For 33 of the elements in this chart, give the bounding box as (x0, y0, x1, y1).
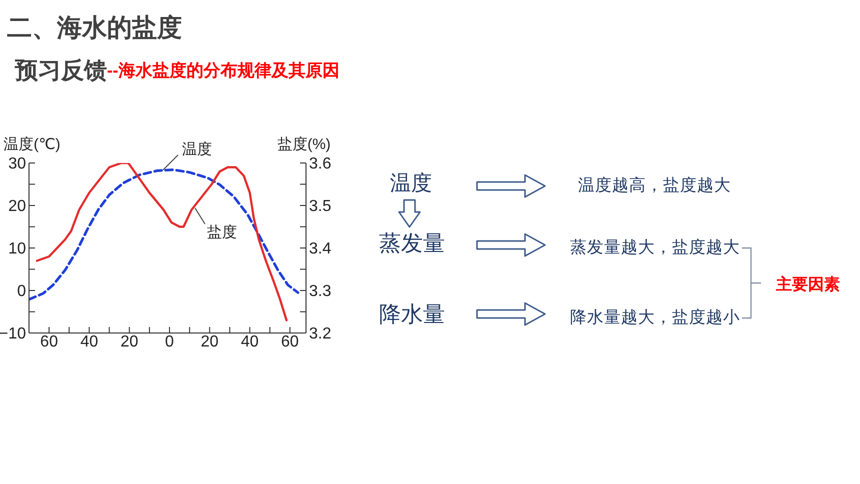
y2-tick-label: 3.3 (309, 283, 332, 300)
y2-axis-title: 盐度(%) (277, 136, 331, 153)
text: 蒸发量 (379, 230, 445, 256)
x-tick-label: 20 (200, 333, 219, 350)
y-tick-label: −10 (0, 326, 26, 343)
text: 降水量 (379, 302, 445, 326)
x-tick-label: 20 (120, 333, 138, 350)
y2-tick-label: 3.4 (309, 240, 332, 258)
line-series (29, 168, 300, 301)
y2-tick-label: 3.2 (309, 326, 332, 343)
chart-title: 二、海水的盐度 (7, 13, 182, 44)
series-label: 温度 (182, 141, 212, 158)
text: 降水量越大，盐度越小 (570, 308, 740, 326)
text: 蒸发量越大，盐度越大 (570, 238, 740, 256)
x-tick-label: 60 (40, 333, 58, 350)
y-tick-label: 30 (8, 156, 26, 173)
text: 温度 (390, 171, 432, 195)
y-tick-label: 20 (8, 198, 26, 216)
y2-tick-label: 3.5 (309, 198, 332, 216)
series-label: 盐度 (207, 224, 237, 241)
text: 温度越高，盐度越大 (578, 176, 731, 194)
text: 主要因素 (775, 274, 840, 294)
x-tick-label: 60 (281, 333, 299, 350)
y-tick-label: 0 (17, 283, 26, 300)
line-series (36, 163, 288, 322)
y-axis-title: 温度(℃) (4, 136, 60, 153)
x-tick-label: 0 (165, 333, 174, 350)
x-tick-label: 40 (240, 333, 259, 350)
y2-tick-label: 3.6 (309, 156, 332, 173)
chart-subtitle: 预习反馈 (15, 56, 107, 85)
y-tick-label: 10 (8, 240, 26, 258)
text: --海水盐度的分布规律及其原因 (107, 60, 340, 82)
x-tick-label: 40 (80, 333, 98, 350)
